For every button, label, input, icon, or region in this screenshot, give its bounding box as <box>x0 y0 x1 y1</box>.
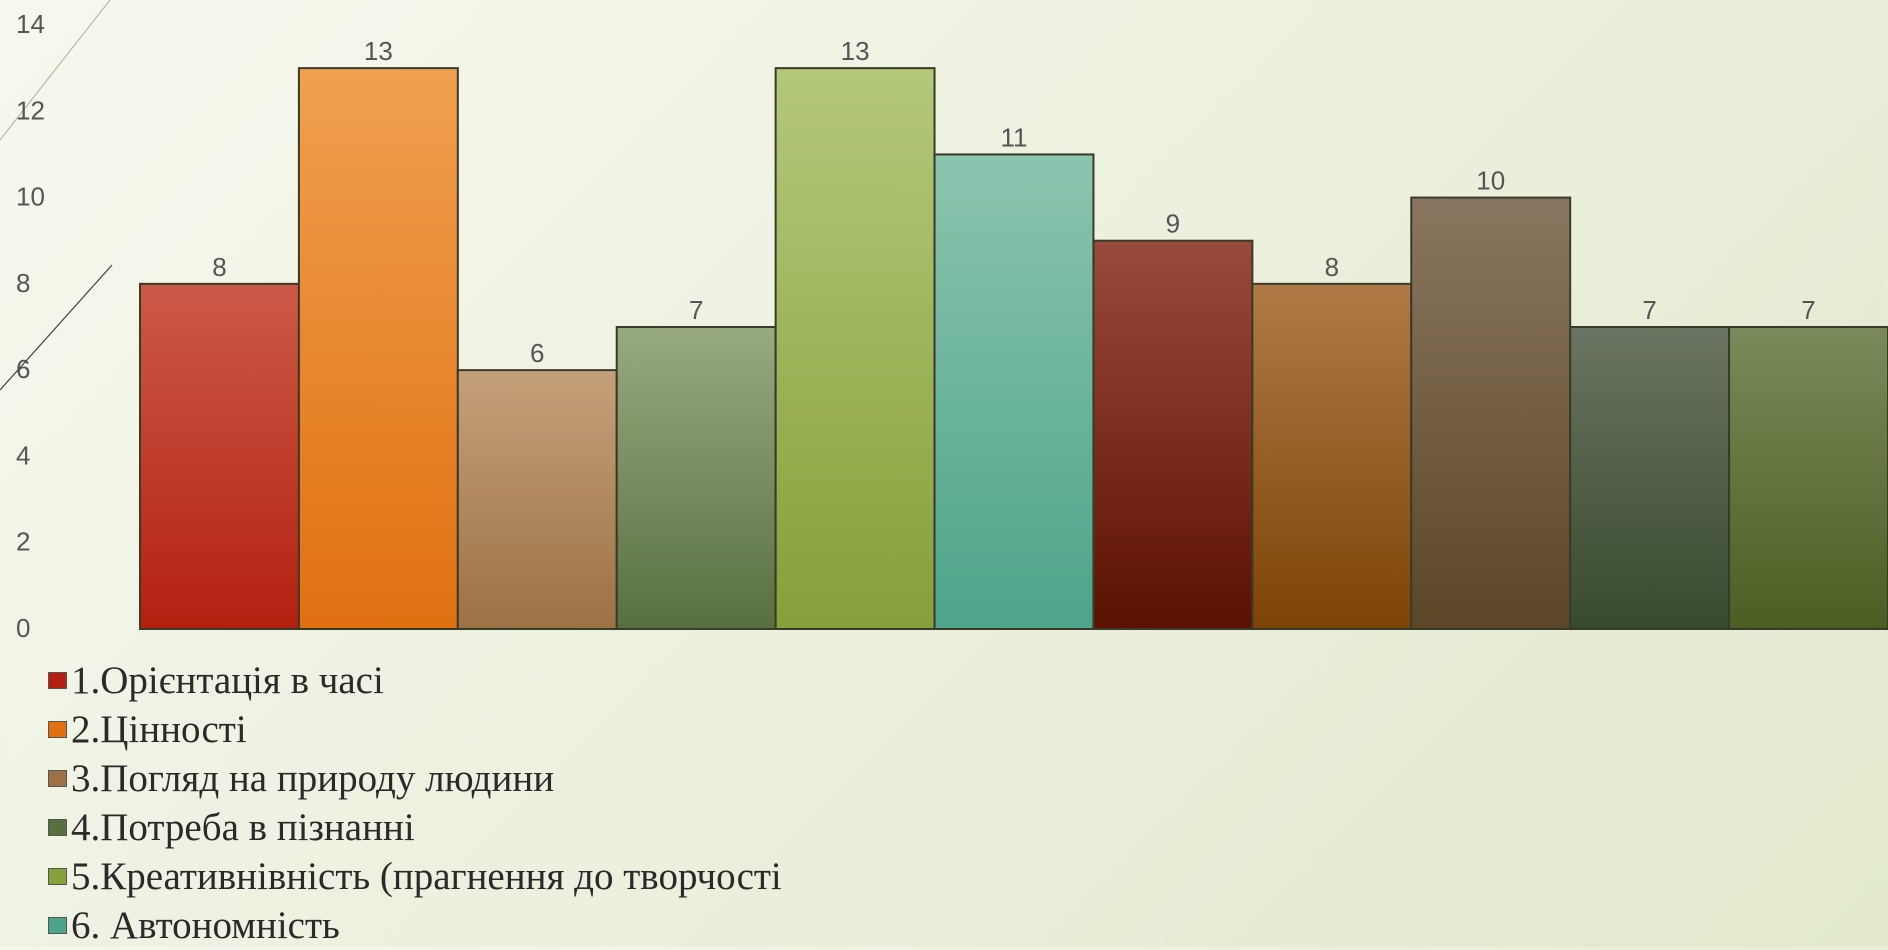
bar-chart: 0 2 4 6 8 10 12 14 8 13 6 7 13 11 9 8 10 7 7 <box>0 0 1888 643</box>
bar-value-label: 9 <box>1166 209 1180 239</box>
legend-label: 4.Потреба в пізнанні <box>71 806 415 849</box>
bar <box>615 326 777 630</box>
legend-item: 5.Креативнівність (прагнення до творчост… <box>48 852 782 901</box>
bar-value-label: 6 <box>530 338 544 368</box>
y-tick-label: 14 <box>16 9 45 39</box>
legend-item: 4.Потреба в пізнанні <box>48 803 782 852</box>
legend-item: 2.Цінності <box>48 705 782 754</box>
legend-item: 1.Орієнтація в часі <box>48 656 782 705</box>
bars-group <box>139 67 1888 631</box>
legend-swatch <box>48 721 67 738</box>
y-axis: 0 2 4 6 8 10 12 14 <box>16 9 45 643</box>
y-tick-label: 8 <box>16 268 30 298</box>
legend-label: 5.Креативнівність (прагнення до творчост… <box>71 855 782 898</box>
legend-item: 6. Автономність <box>48 901 782 950</box>
legend-label: 1.Орієнтація в часі <box>71 659 384 702</box>
bar-value-label: 13 <box>841 36 870 66</box>
y-tick-label: 0 <box>16 613 30 643</box>
bar <box>1092 239 1254 630</box>
decorative-diagonal-line <box>0 0 111 141</box>
decorative-diagonal-line <box>0 264 113 391</box>
bar-value-label: 8 <box>1325 252 1339 282</box>
legend-label: 6. Автономність <box>71 904 340 947</box>
y-tick-label: 2 <box>16 527 30 557</box>
bar-value-label: 7 <box>1801 295 1815 325</box>
bar <box>774 67 936 630</box>
legend-swatch <box>48 868 67 885</box>
legend-label: 2.Цінності <box>71 708 247 751</box>
bar <box>1410 196 1572 630</box>
bar <box>933 153 1095 631</box>
legend-swatch <box>48 917 67 934</box>
y-tick-label: 6 <box>16 354 30 384</box>
legend-swatch <box>48 819 67 836</box>
data-labels-group: 8 13 6 7 13 11 9 8 10 7 7 <box>212 36 1816 368</box>
bar-value-label: 8 <box>212 252 226 282</box>
bar-value-label: 7 <box>1642 295 1656 325</box>
legend-swatch <box>48 770 67 787</box>
y-tick-label: 4 <box>16 440 30 470</box>
legend: 1.Орієнтація в часі 2.Цінності 3.Погляд … <box>48 656 782 950</box>
legend-label: 3.Погляд на природу людини <box>71 757 555 800</box>
y-tick-label: 12 <box>16 95 45 125</box>
bar <box>139 282 300 630</box>
bar-value-label: 7 <box>689 295 703 325</box>
bar <box>297 67 459 630</box>
bar-value-label: 13 <box>364 36 393 66</box>
bar <box>1251 282 1413 630</box>
bar-value-label: 10 <box>1476 166 1505 196</box>
bar <box>1569 326 1731 630</box>
legend-swatch <box>48 672 67 689</box>
bar-value-label: 11 <box>1001 122 1028 152</box>
legend-item: 3.Погляд на природу людини <box>48 754 782 803</box>
bar <box>1728 326 1888 630</box>
y-tick-label: 10 <box>16 182 45 212</box>
bar <box>456 369 618 630</box>
